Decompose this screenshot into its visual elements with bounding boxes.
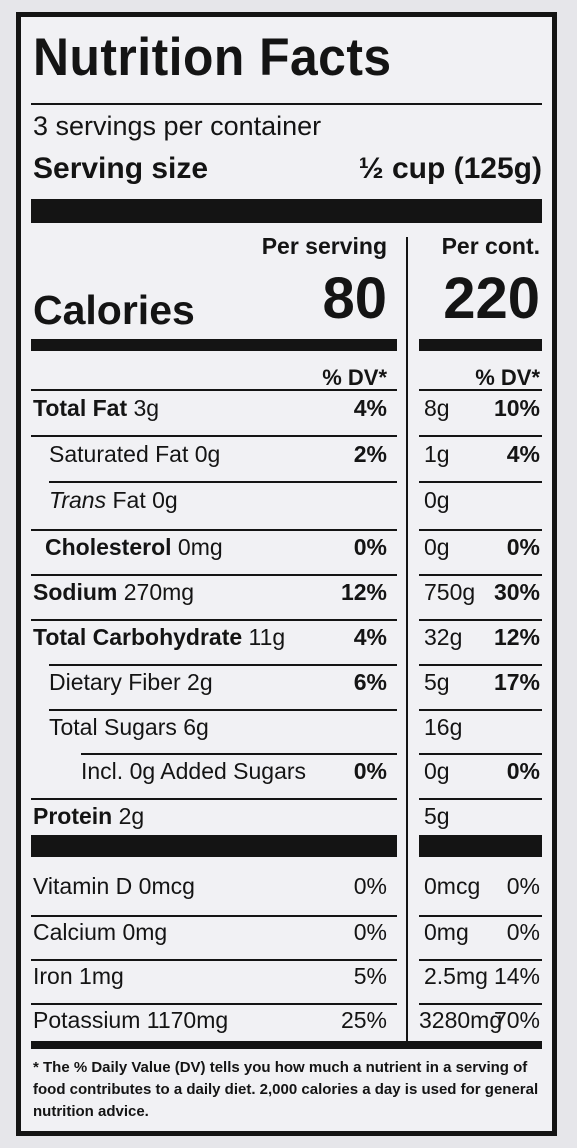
row-rule [419, 529, 542, 531]
nutrient-name: Cholesterol 0mg [45, 534, 223, 560]
dv-per-container: 12% [493, 624, 540, 650]
amount-per-container: 5g [424, 669, 450, 695]
amount-per-container: 0g [424, 758, 450, 784]
dv-per-container: 70% [493, 1007, 540, 1033]
row-rule [31, 959, 397, 961]
vitamin-name: Iron 1mg [33, 963, 124, 989]
vitamin-name: Vitamin D 0mcg [33, 873, 195, 899]
thick-rule-footnote [31, 1041, 542, 1049]
dv-per-container: 17% [493, 669, 540, 695]
footnote: * The % Daily Value (DV) tells you how m… [33, 1059, 539, 1120]
dv-header-serving: % DV* [322, 365, 387, 390]
nutrient-name: Incl. 0g Added Sugars [81, 758, 307, 784]
dv-per-container: 0% [506, 873, 540, 899]
dv-per-container: 0% [506, 919, 540, 945]
nutrient-name: Saturated Fat 0g [49, 441, 221, 467]
dv-per-serving: 5% [353, 963, 387, 989]
row-rule [419, 959, 542, 961]
label-title: Nutrition Facts [33, 28, 392, 87]
amount-per-container: 8g [424, 395, 450, 421]
dv-header-rule-left [31, 389, 397, 391]
row-rule [49, 709, 397, 711]
nutrient-name: Total Fat 3g [33, 395, 160, 421]
amount-per-container: 0mcg [424, 873, 481, 899]
dv-per-serving: 4% [353, 624, 387, 650]
amount-per-container: 0g [424, 534, 450, 560]
row-rule [31, 435, 397, 437]
row-rule [419, 798, 542, 800]
row-rule [419, 619, 542, 621]
servings-per-container: 3 servings per container [33, 111, 322, 141]
amount-per-container: 16g [424, 714, 463, 740]
row-rule [81, 753, 397, 755]
amount-per-container: 0g [424, 487, 450, 513]
row-rule [419, 435, 542, 437]
dv-per-serving: 2% [353, 441, 387, 467]
amount-per-container: 750g [424, 579, 476, 605]
serving-size-value: ½ cup (125g) [358, 152, 542, 185]
row-rule [31, 915, 397, 917]
row-rule [419, 664, 542, 666]
dv-per-container: 0% [506, 534, 540, 560]
row-rule [31, 619, 397, 621]
column-separator [406, 237, 408, 1045]
calories-per-container: 220 [443, 266, 540, 331]
amount-per-container: 5g [424, 803, 450, 829]
amount-per-container: 3280mg [419, 1007, 503, 1033]
dv-per-serving: 25% [340, 1007, 387, 1033]
dv-per-serving: 12% [340, 579, 387, 605]
dv-per-serving: 0% [353, 873, 387, 899]
row-rule [49, 664, 397, 666]
calories-per-serving: 80 [322, 266, 387, 331]
row-rule [419, 574, 542, 576]
title-rule [31, 103, 542, 105]
nutrient-name: Dietary Fiber 2g [49, 669, 213, 695]
row-rule [419, 709, 542, 711]
thick-rule-vitamins-right [419, 835, 542, 857]
row-rule [419, 753, 542, 755]
dv-per-serving: 6% [353, 669, 387, 695]
calories-rule-left [31, 339, 397, 351]
dv-per-container: 30% [493, 579, 540, 605]
nutrient-name: Protein 2g [33, 803, 145, 829]
nutrient-name: Sodium 270mg [33, 579, 195, 605]
amount-per-container: 32g [424, 624, 463, 650]
amount-per-container: 2.5mg [424, 963, 488, 989]
amount-per-container: 0mg [424, 919, 469, 945]
thick-rule-vitamins-left [31, 835, 397, 857]
row-rule [419, 481, 542, 483]
row-rule [419, 1003, 542, 1005]
dv-per-serving: 0% [353, 534, 387, 560]
nutrient-name: Trans Fat 0g [49, 487, 178, 513]
row-rule [31, 574, 397, 576]
row-rule [31, 798, 397, 800]
dv-per-serving: 4% [353, 395, 387, 421]
calories-label: Calories [33, 287, 195, 333]
row-rule [31, 1003, 397, 1005]
dv-per-container: 4% [506, 441, 540, 467]
nutrition-facts-label: Nutrition Facts 3 servings per container… [16, 12, 557, 1136]
row-rule [31, 529, 397, 531]
dv-per-container: 10% [493, 395, 540, 421]
row-rule [49, 481, 397, 483]
dv-per-container: 14% [493, 963, 540, 989]
nutrient-name: Total Carbohydrate 11g [33, 624, 286, 650]
dv-header-rule-right [419, 389, 542, 391]
per-container-header: Per cont. [441, 233, 540, 259]
row-rule [419, 915, 542, 917]
thick-rule-top [31, 199, 542, 223]
vitamin-name: Calcium 0mg [33, 919, 168, 945]
per-serving-header: Per serving [261, 233, 387, 259]
dv-header-container: % DV* [475, 365, 540, 390]
vitamin-name: Potassium 1170mg [33, 1007, 229, 1033]
dv-per-serving: 0% [353, 758, 387, 784]
serving-size-label: Serving size [33, 152, 209, 185]
amount-per-container: 1g [424, 441, 450, 467]
dv-per-serving: 0% [353, 919, 387, 945]
dv-per-container: 0% [506, 758, 540, 784]
nutrient-name: Total Sugars 6g [49, 714, 209, 740]
calories-rule-right [419, 339, 542, 351]
